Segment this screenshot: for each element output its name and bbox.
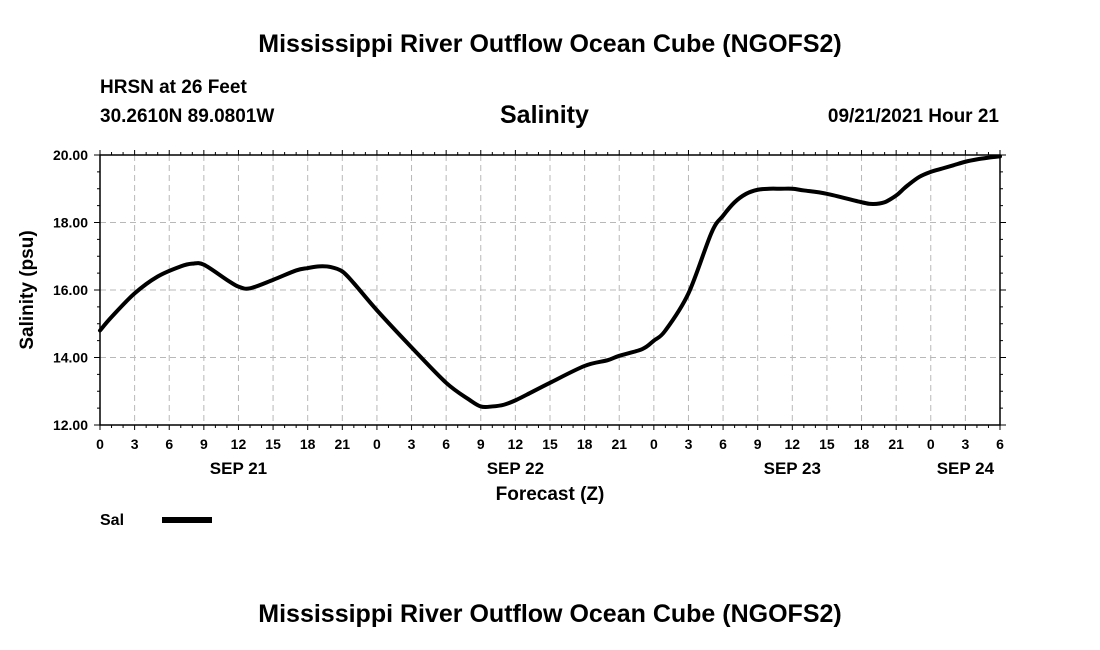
bottom-title: Mississippi River Outflow Ocean Cube (NG…: [258, 600, 842, 628]
x-tick-label: 0: [96, 436, 104, 452]
y-axis-title: Salinity (psu): [17, 230, 38, 349]
x-tick-label: 0: [927, 436, 935, 452]
x-tick-label: 6: [996, 436, 1004, 452]
x-tick-label: 6: [719, 436, 727, 452]
x-tick-label: 9: [754, 436, 762, 452]
x-tick-label: 21: [888, 436, 904, 452]
x-tick-label: 21: [611, 436, 627, 452]
chart-title: Salinity: [500, 101, 589, 129]
axis-ticks: [94, 150, 1006, 430]
date-label: SEP 24: [937, 459, 995, 478]
date-label: SEP 23: [764, 459, 821, 478]
x-tick-label: 3: [408, 436, 416, 452]
x-tick-label: 9: [200, 436, 208, 452]
forecast-timestamp: 09/21/2021 Hour 21: [827, 106, 999, 127]
x-tick-label: 6: [442, 436, 450, 452]
axis-labels: 0 3 6 9 12 15 18 21 0 3 6 9 12 15 18 21 0 3 6 9 12 15 18 21 0 3 6 1…: [53, 147, 1004, 478]
grid: [100, 155, 1000, 425]
y-tick-label: 14.00: [53, 350, 88, 366]
x-tick-label: 6: [165, 436, 173, 452]
y-tick-label: 20.00: [53, 147, 88, 163]
top-title: Mississippi River Outflow Ocean Cube (NG…: [258, 30, 842, 58]
x-tick-label: 18: [300, 436, 316, 452]
x-tick-label: 15: [819, 436, 835, 452]
x-tick-label: 3: [961, 436, 969, 452]
x-tick-label: 18: [577, 436, 593, 452]
y-tick-label: 16.00: [53, 282, 88, 298]
salinity-series-line: [98, 154, 1002, 410]
x-tick-label: 12: [231, 436, 247, 452]
x-tick-label: 15: [265, 436, 281, 452]
x-tick-label: 3: [131, 436, 139, 452]
x-tick-label: 0: [373, 436, 381, 452]
y-tick-label: 12.00: [53, 417, 88, 433]
x-tick-label: 18: [854, 436, 870, 452]
legend-label: Sal: [100, 512, 124, 529]
x-tick-label: 12: [508, 436, 524, 452]
date-label: SEP 22: [487, 459, 544, 478]
date-label: SEP 21: [210, 459, 267, 478]
x-tick-label: 12: [785, 436, 801, 452]
station-coordinates: 30.2610N 89.0801W: [100, 106, 275, 127]
x-tick-label: 0: [650, 436, 658, 452]
station-label: HRSN at 26 Feet: [100, 77, 247, 98]
x-tick-label: 15: [542, 436, 558, 452]
y-tick-label: 18.00: [53, 215, 88, 231]
x-tick-label: 21: [335, 436, 351, 452]
x-tick-label: 3: [685, 436, 693, 452]
x-tick-label: 9: [477, 436, 485, 452]
x-axis-title: Forecast (Z): [496, 484, 605, 505]
